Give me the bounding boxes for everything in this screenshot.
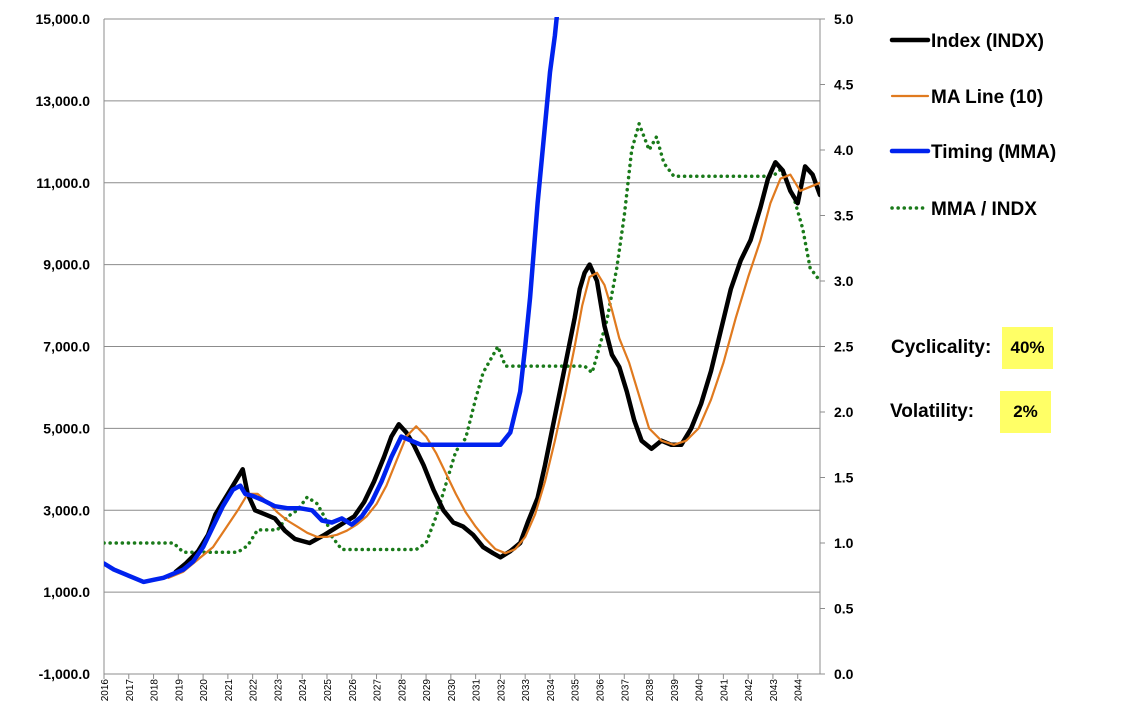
y-right-tick-label: 4.5 [834,77,854,93]
x-tick-label: 2020 [199,679,210,702]
legend-label-1: Index (INDX) [931,31,1044,52]
x-tick-label: 2029 [422,679,433,702]
gridlines [104,18,820,675]
x-tick-label: 2035 [571,679,582,702]
x-tick-label: 2044 [794,679,805,702]
y-right-tick-label: 0.5 [834,601,854,617]
y-left-tick-label: 3,000.0 [43,502,90,518]
y-right-tick-label: 5.0 [834,11,854,27]
x-tick-label: 2043 [769,679,780,702]
y-left-tick-label: 13,000.0 [36,93,91,109]
y-right-tick-label: 1.5 [834,470,854,486]
x-tick-label: 2026 [348,679,359,702]
y-left-tick-label: 11,000.0 [36,175,90,191]
y-left-tick-label: 15,000.0 [36,11,91,27]
y-right-tick-label: 0.0 [834,666,854,682]
y-axis-right-ticks: 0.0 0.5 1.0 1.5 2.0 2.5 3.0 3.5 4.0 4.5 5.0 [834,11,854,682]
x-tick-label: 2027 [373,679,384,702]
legend-label-4: MMA / INDX [931,199,1037,220]
y-left-tick-label: 5,000.0 [43,420,90,436]
x-tick-label: 2038 [645,679,656,702]
y-right-tick-label: 1.0 [834,535,854,551]
y-left-tick-label: 1,000.0 [43,584,90,600]
x-tick-label: 2025 [323,679,334,702]
x-tick-label: 2042 [744,679,755,702]
axes [103,18,825,679]
series-line-3 [104,17,560,585]
cyclicality-label: Cyclicality: [891,337,992,358]
x-tick-label: 2024 [298,679,309,702]
series-line-2 [167,173,820,579]
series-line-4 [104,122,820,554]
x-tick-label: 2022 [249,679,260,702]
x-tick-label: 2021 [224,679,235,702]
y-right-tick-label: 4.0 [834,142,854,158]
x-tick-label: 2018 [150,679,161,702]
x-tick-label: 2033 [521,679,532,702]
y-axis-left-ticks: -1,000.0 1,000.0 3,000.0 5,000.0 7,000.0 9,00… [36,11,91,682]
x-tick-label: 2039 [670,679,681,702]
x-tick-label: 2028 [397,679,408,702]
x-tick-label: 2016 [100,679,111,702]
y-left-tick-label: 9,000.0 [43,257,90,273]
y-right-tick-label: 3.5 [834,208,854,224]
x-tick-label: 2034 [546,679,557,702]
x-tick-label: 2037 [620,679,631,702]
x-tick-label: 2036 [596,679,607,702]
x-tick-label: 2031 [472,679,483,702]
x-tick-label: 2017 [125,679,136,702]
x-tick-label: 2019 [174,679,185,702]
y-left-tick-label: 7,000.0 [43,339,90,355]
x-tick-label: 2023 [273,679,284,702]
y-right-tick-label: 2.5 [834,339,854,355]
series-lines [104,17,820,585]
legend: Index (INDX) MA Line (10) Timing (MMA) MMA … [889,31,1056,220]
y-right-tick-label: 2.0 [834,404,854,420]
legend-label-2: MA Line (10) [931,87,1043,108]
cyclicality-value: 40% [1002,327,1053,369]
y-right-tick-label: 3.0 [834,273,854,289]
x-tick-label: 2030 [447,679,458,702]
x-tick-label: 2041 [719,679,730,702]
y-left-tick-label: -1,000.0 [39,666,91,682]
legend-label-3: Timing (MMA) [931,142,1056,163]
x-axis-ticks: 2016 2017 2018 2019 2020 2021 2022 2023 2024 2025… [100,679,805,702]
x-tick-label: 2040 [695,679,706,702]
volatility-label: Volatility: [890,401,975,422]
x-tick-label: 2032 [496,679,507,702]
volatility-value: 2% [1000,391,1051,433]
